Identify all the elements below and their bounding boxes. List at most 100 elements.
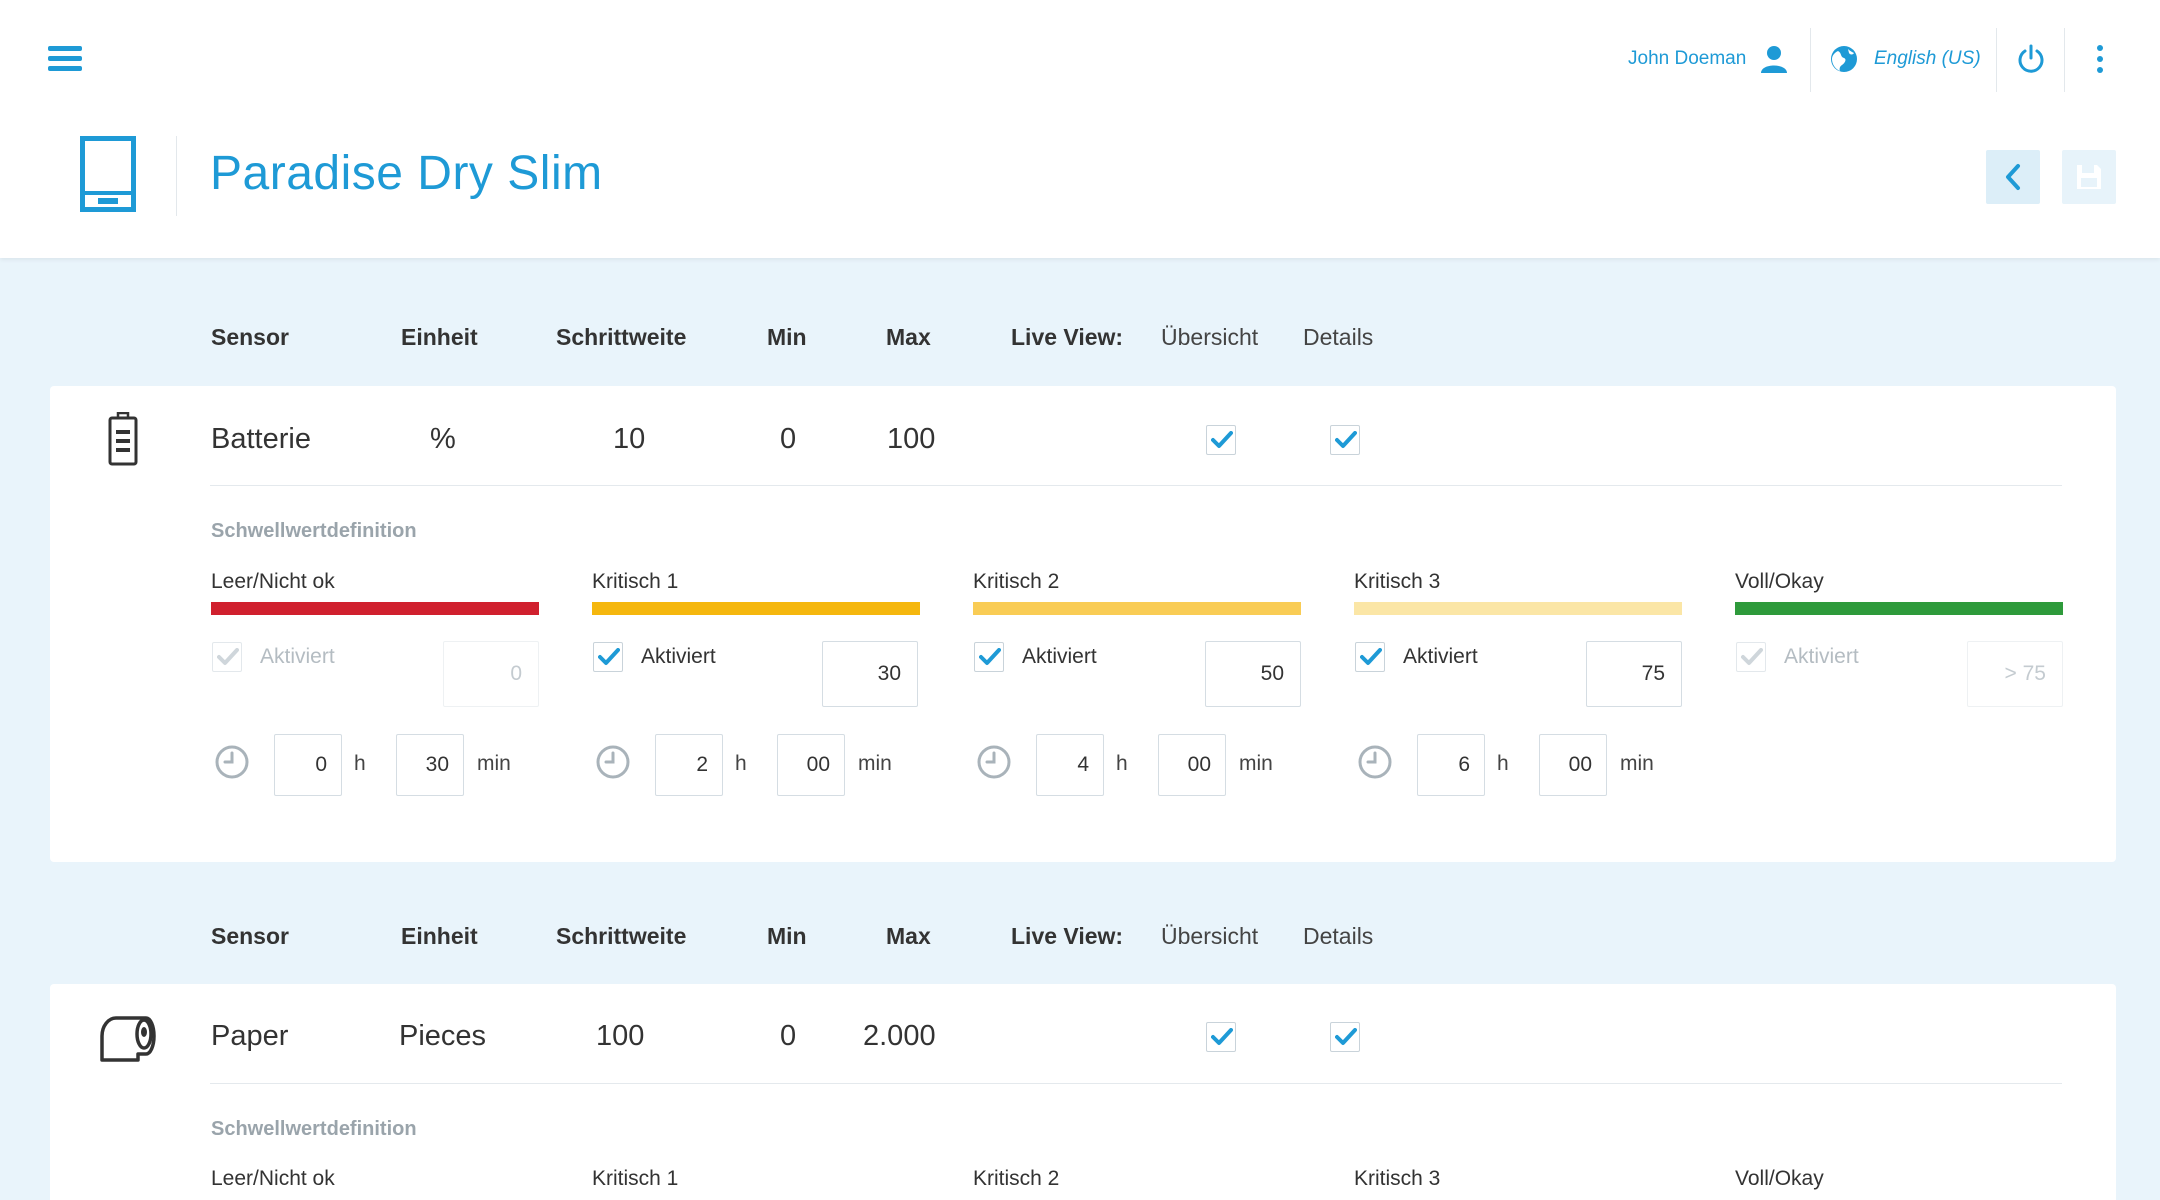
minutes-input[interactable]: 30	[396, 734, 464, 796]
checkmark-icon	[598, 648, 620, 665]
column-header-step: Schrittweite	[556, 923, 687, 949]
column-header-max: Max	[886, 324, 931, 350]
back-button[interactable]	[1986, 150, 2040, 204]
save-icon	[2077, 165, 2101, 189]
column-header-min: Min	[767, 324, 807, 350]
minutes-unit: min	[1620, 752, 1654, 775]
top-bar: John Doeman English (US) Paradise Dry Sl…	[0, 0, 2160, 258]
hours-unit: h	[1116, 752, 1128, 775]
sensor-name: Paper	[211, 1020, 289, 1052]
user-menu[interactable]: John Doeman	[1628, 44, 1788, 74]
row-divider	[210, 485, 2062, 486]
level-label: Leer/Nicht ok	[211, 1167, 335, 1190]
checkmark-icon	[217, 648, 239, 665]
activated-label: Aktiviert	[1784, 645, 1859, 668]
hours-input[interactable]: 6	[1417, 734, 1485, 796]
threshold-value-input[interactable]: 0	[443, 641, 539, 707]
level-color-bar	[973, 602, 1301, 615]
level-color-bar	[1354, 602, 1682, 615]
hours-unit: h	[1497, 752, 1509, 775]
level-label: Leer/Nicht ok	[211, 570, 335, 593]
level-label: Kritisch 2	[973, 1167, 1060, 1190]
level-label: Voll/Okay	[1735, 1167, 1824, 1190]
battery-icon	[108, 412, 138, 466]
row-divider	[210, 1083, 2062, 1084]
sensor-unit: Pieces	[399, 1020, 487, 1052]
details-checkbox[interactable]	[1330, 425, 1360, 455]
checkmark-icon	[1335, 1028, 1357, 1045]
clock-icon	[977, 745, 1011, 779]
threshold-value-input[interactable]: 30	[822, 641, 918, 707]
sensor-name: Batterie	[211, 423, 311, 455]
header-divider	[2064, 28, 2065, 92]
paper-roll-icon	[100, 1016, 156, 1062]
language-label: English (US)	[1874, 48, 1981, 69]
level-color-bar	[592, 602, 920, 615]
sensor-min: 0	[780, 423, 797, 455]
level-label: Kritisch 3	[1354, 1167, 1441, 1190]
checkmark-icon	[1211, 1028, 1233, 1045]
column-header-live-view: Live View:	[1011, 923, 1124, 949]
hours-input[interactable]: 4	[1036, 734, 1104, 796]
minutes-unit: min	[477, 752, 511, 775]
activated-label: Aktiviert	[1022, 645, 1097, 668]
minutes-input[interactable]: 00	[1158, 734, 1226, 796]
level-label: Kritisch 3	[1354, 570, 1441, 593]
header-divider	[1810, 28, 1811, 92]
sensor-max: 2.000	[863, 1020, 936, 1052]
column-header-details: Details	[1303, 324, 1374, 350]
minutes-unit: min	[858, 752, 892, 775]
language-selector[interactable]: English (US)	[1830, 44, 1981, 74]
clock-icon	[215, 745, 249, 779]
column-header-details: Details	[1303, 923, 1374, 949]
minutes-input[interactable]: 00	[1539, 734, 1607, 796]
user-name: John Doeman	[1628, 48, 1747, 69]
activated-checkbox[interactable]: Aktiviert	[974, 642, 1097, 672]
column-header-max: Max	[886, 923, 931, 949]
checkmark-icon	[1741, 648, 1763, 665]
checkmark-icon	[1335, 431, 1357, 448]
clock-icon	[596, 745, 630, 779]
column-header-unit: Einheit	[401, 923, 478, 949]
power-icon[interactable]	[2016, 44, 2046, 74]
activated-checkbox[interactable]: Aktiviert	[1736, 642, 1859, 672]
level-color-bar	[1735, 602, 2063, 615]
threshold-value-input[interactable]: 75	[1586, 641, 1682, 707]
level-label: Kritisch 2	[973, 570, 1060, 593]
activated-checkbox[interactable]: Aktiviert	[593, 642, 716, 672]
overview-checkbox[interactable]	[1206, 425, 1236, 455]
column-header-step: Schrittweite	[556, 324, 687, 350]
menu-icon[interactable]	[48, 44, 84, 74]
globe-icon	[1831, 46, 1857, 72]
more-options-icon[interactable]	[2090, 44, 2110, 74]
hours-input[interactable]: 0	[274, 734, 342, 796]
details-checkbox[interactable]	[1330, 1022, 1360, 1052]
threshold-value-input[interactable]: 50	[1205, 641, 1301, 707]
threshold-value-input[interactable]: > 75	[1967, 641, 2063, 707]
checkmark-icon	[1211, 431, 1233, 448]
title-divider	[176, 136, 177, 216]
level-color-bar	[211, 602, 539, 615]
clock-icon	[1358, 745, 1392, 779]
sensor-step: 10	[613, 423, 646, 455]
activated-checkbox[interactable]: Aktiviert	[1355, 642, 1478, 672]
hours-unit: h	[354, 752, 366, 775]
hours-input[interactable]: 2	[655, 734, 723, 796]
threshold-section-label: Schwellwertdefinition	[211, 1118, 417, 1140]
checkmark-icon	[979, 648, 1001, 665]
activated-label: Aktiviert	[1403, 645, 1478, 668]
overview-checkbox[interactable]	[1206, 1022, 1236, 1052]
minutes-input[interactable]: 00	[777, 734, 845, 796]
level-label: Voll/Okay	[1735, 570, 1824, 593]
column-header-min: Min	[767, 923, 807, 949]
column-header-sensor: Sensor	[211, 923, 289, 949]
page-title: Paradise Dry Slim	[210, 147, 603, 200]
chevron-left-icon	[2006, 164, 2020, 190]
activated-checkbox[interactable]: Aktiviert	[212, 642, 335, 672]
sensor-min: 0	[780, 1020, 797, 1052]
activated-label: Aktiviert	[260, 645, 335, 668]
sensor-card-battery: Batterie % 10 0 100 Schwellwertdefinitio…	[50, 386, 2116, 862]
column-header-sensor: Sensor	[211, 324, 289, 350]
header-divider	[1996, 28, 1997, 92]
save-button[interactable]	[2062, 150, 2116, 204]
